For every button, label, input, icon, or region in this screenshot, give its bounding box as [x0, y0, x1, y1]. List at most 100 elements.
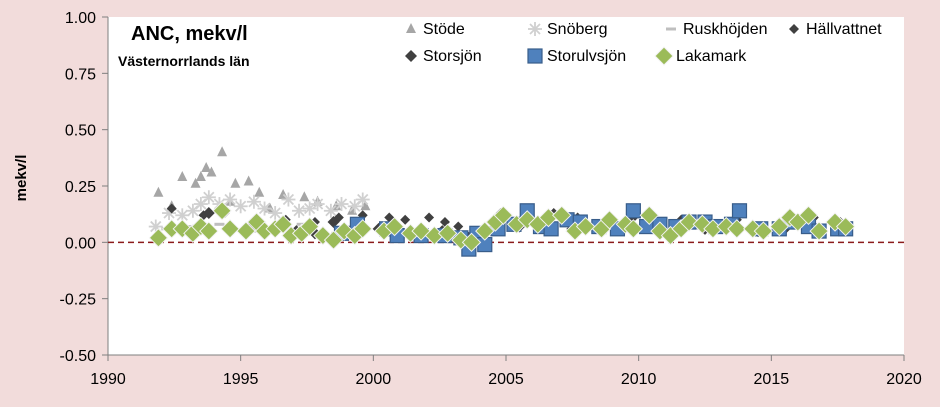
- data-point: [292, 203, 307, 218]
- data-point: [310, 197, 325, 212]
- data-point: [281, 192, 296, 207]
- legend-label: Storsjön: [423, 48, 482, 65]
- y-tick-label: -0.50: [60, 348, 97, 365]
- y-axis-label: mekv/l: [13, 155, 30, 202]
- y-tick-label: 0.75: [65, 66, 96, 83]
- legend-label: Hällvattnet: [806, 21, 882, 38]
- legend-item: Ruskhöjden: [666, 21, 768, 38]
- legend-marker: [527, 48, 543, 64]
- data-point: [437, 223, 458, 244]
- legend-label: Stöde: [423, 21, 465, 38]
- data-point: [575, 216, 596, 237]
- data-point: [223, 192, 238, 207]
- data-point: [424, 212, 435, 223]
- axes: 1.00 0.75 0.50 0.25 0.00 -0.25 -0.50 1990 1995 20…: [60, 10, 922, 388]
- legend-item: Lakamark: [654, 46, 747, 66]
- data-point: [220, 219, 240, 239]
- data-point: [323, 203, 338, 218]
- data-point: [552, 205, 572, 226]
- legend-marker: [654, 46, 674, 66]
- data-point: [236, 221, 256, 241]
- data-point: [798, 205, 819, 226]
- series-6: [148, 201, 856, 253]
- legend-item: Snöberg: [528, 21, 608, 38]
- legend-marker: [789, 24, 799, 34]
- data-point: [202, 207, 215, 220]
- y-tick-label: 0.25: [65, 179, 96, 196]
- data-point: [299, 216, 320, 237]
- y-tick-label: 0.50: [65, 123, 96, 140]
- data-point: [731, 203, 748, 219]
- data-point: [217, 146, 228, 157]
- data-point: [347, 199, 362, 214]
- data-point: [384, 216, 405, 237]
- data-point: [599, 210, 620, 230]
- y-tick-label: 0.00: [65, 235, 96, 252]
- y-tick-label: -0.25: [60, 292, 97, 309]
- data-points: [148, 146, 856, 257]
- legend-marker: [666, 27, 676, 31]
- legend-label: Storulvsjön: [547, 48, 626, 65]
- legend-item: Hällvattnet: [789, 21, 882, 38]
- data-point: [243, 175, 254, 186]
- data-point: [493, 205, 514, 226]
- data-point: [199, 221, 219, 241]
- data-point: [461, 232, 482, 253]
- data-point: [299, 191, 310, 202]
- data-point: [201, 161, 212, 172]
- legend: Stöde Snöberg Ruskhöjden Hällvattnet Storsjö…: [405, 21, 882, 66]
- data-point: [453, 221, 464, 232]
- data-point: [214, 222, 225, 226]
- data-point: [190, 177, 201, 188]
- data-point: [268, 206, 283, 221]
- data-point: [230, 177, 241, 188]
- plot-area: [108, 17, 904, 355]
- data-point: [257, 201, 272, 216]
- data-point: [753, 221, 774, 241]
- data-point: [769, 216, 790, 237]
- data-point: [254, 186, 265, 197]
- legend-label: Ruskhöjden: [683, 21, 768, 38]
- data-point: [273, 214, 293, 235]
- x-tick-label: 2005: [488, 371, 524, 388]
- data-point: [334, 197, 349, 212]
- x-tick-label: 2010: [621, 371, 657, 388]
- data-point: [195, 170, 206, 181]
- y-tick-label: 1.00: [65, 10, 96, 27]
- series-1: [148, 190, 370, 234]
- data-point: [623, 219, 644, 239]
- legend-marker: [406, 23, 416, 33]
- legend-item: Storulvsjön: [527, 48, 626, 65]
- x-tick-label: 2015: [754, 371, 790, 388]
- data-point: [360, 200, 371, 211]
- legend-item: Storsjön: [405, 48, 482, 65]
- x-tick-label: 1990: [90, 371, 126, 388]
- x-tick-label: 2020: [886, 371, 922, 388]
- data-point: [475, 221, 495, 241]
- data-point: [246, 194, 261, 209]
- data-point: [809, 221, 829, 241]
- legend-label: Lakamark: [676, 48, 747, 65]
- data-point: [302, 201, 317, 216]
- data-point: [323, 230, 344, 250]
- legend-item: Stöde: [406, 21, 465, 38]
- data-point: [166, 203, 177, 214]
- data-point: [679, 212, 699, 232]
- data-point: [727, 219, 747, 239]
- data-point: [177, 170, 188, 181]
- data-point: [212, 201, 232, 221]
- data-point: [206, 166, 217, 177]
- data-point: [353, 219, 373, 239]
- chart-subtitle: Västernorrlands län: [118, 53, 250, 69]
- legend-label: Snöberg: [547, 21, 608, 38]
- data-point: [639, 205, 659, 226]
- x-tick-label: 1995: [223, 371, 259, 388]
- data-point: [201, 190, 216, 205]
- data-point: [233, 199, 248, 214]
- x-tick-label: 2000: [356, 371, 392, 388]
- data-point: [148, 228, 169, 248]
- data-point: [625, 203, 641, 219]
- data-point: [327, 216, 340, 229]
